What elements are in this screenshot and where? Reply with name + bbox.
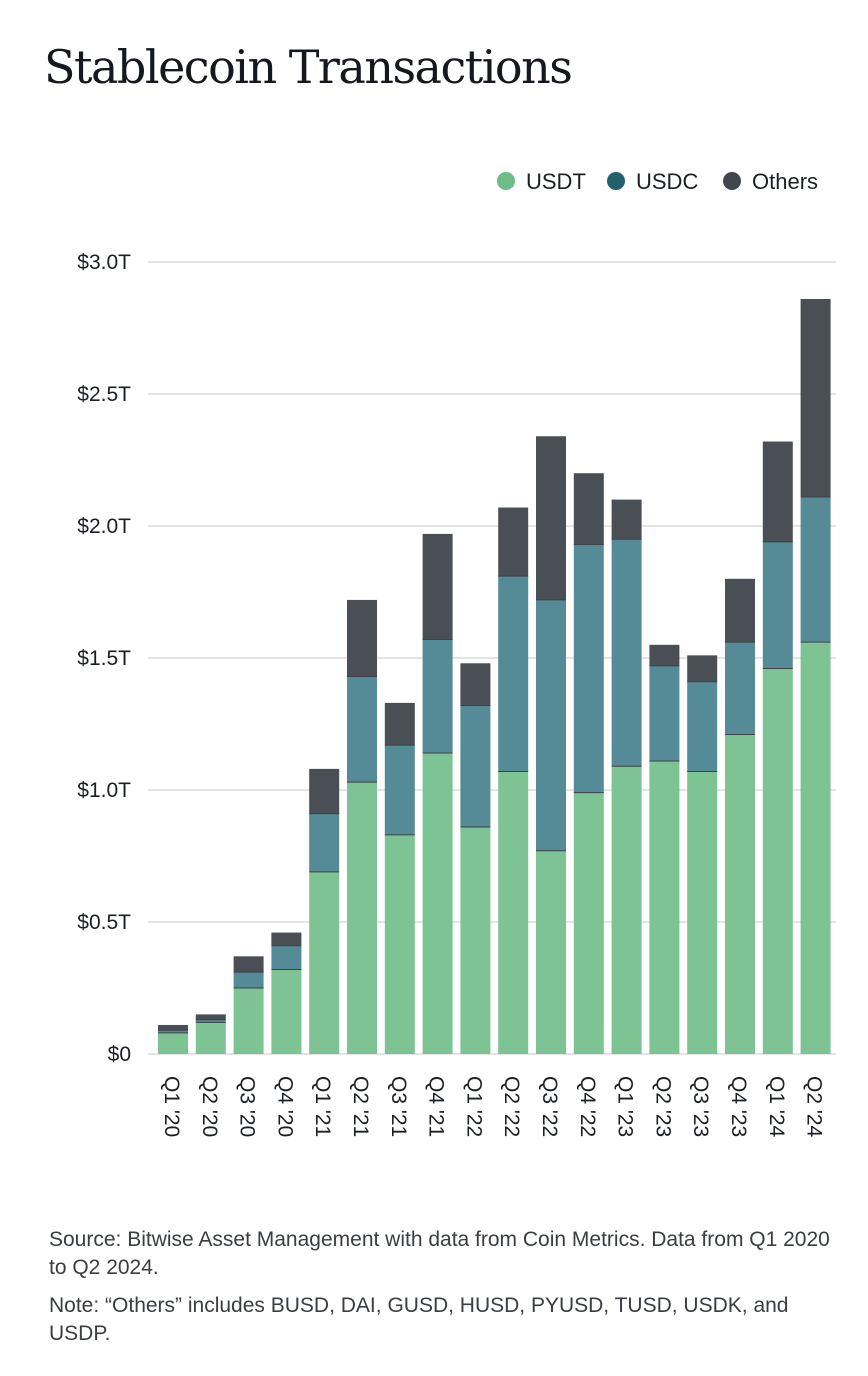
bar-segment-others xyxy=(271,932,302,946)
bar-segment-usdt xyxy=(725,734,755,1054)
legend-swatch-others xyxy=(723,172,741,190)
bar-segment-usdc xyxy=(536,599,566,851)
grid-lines: $0 $0.5T $1.0T $1.5T $2.0T $2.5T $3.0T xyxy=(77,251,836,1066)
bar-segment-usdc xyxy=(498,576,529,772)
x-tick-label: Q3 '23 xyxy=(689,1076,712,1137)
x-tick-label: Q4 '23 xyxy=(727,1076,750,1137)
bar-segment-others xyxy=(422,533,453,640)
bar-segment-others xyxy=(536,436,566,600)
bar-segment-others xyxy=(498,507,529,577)
y-tick-label: $0.5T xyxy=(77,911,131,934)
bar-segment-usdt xyxy=(309,871,340,1054)
bar-segment-others xyxy=(384,702,415,746)
x-tick-label: Q2 '22 xyxy=(500,1076,523,1137)
legend-label-usdc: USDC xyxy=(636,169,698,194)
bar-segment-usdt xyxy=(611,766,642,1054)
legend-swatch-usdc xyxy=(607,172,625,190)
stacked-bar-chart: USDT USDC Others $0 $0.5T $1.0T $1.5T $2.0T $2.… xyxy=(77,169,836,1138)
x-tick-label: Q1 '23 xyxy=(614,1076,637,1137)
bar-segment-usdt xyxy=(233,988,264,1054)
bar-segment-others xyxy=(233,956,264,973)
bar-segment-usdt xyxy=(460,826,491,1054)
bar-segment-usdc xyxy=(309,813,340,872)
legend-swatch-usdt xyxy=(497,172,515,190)
bar-segment-usdc xyxy=(573,544,604,793)
bar-segment-usdc xyxy=(725,642,755,735)
chart-notes: Source: Bitwise Asset Management with da… xyxy=(49,1226,839,1358)
chart-title: Stablecoin Transactions xyxy=(44,40,573,94)
bar-segment-others xyxy=(573,473,604,545)
bar-segment-usdt xyxy=(800,642,831,1054)
x-tick-label: Q3 '20 xyxy=(236,1076,259,1137)
bar-segment-others xyxy=(762,441,793,542)
source-note: Source: Bitwise Asset Management with da… xyxy=(49,1228,830,1279)
bar-segment-others xyxy=(309,768,340,814)
x-tick-label: Q3 '22 xyxy=(538,1076,561,1137)
bar-segment-usdt xyxy=(384,834,415,1054)
bar-segment-usdc xyxy=(195,1019,226,1023)
bar-segment-others xyxy=(195,1014,226,1020)
bar-segment-usdt xyxy=(687,771,718,1054)
x-tick-label: Q4 '21 xyxy=(425,1076,448,1137)
x-tick-label: Q1 '21 xyxy=(311,1076,334,1137)
bar-segment-usdt xyxy=(649,760,680,1054)
bar-segment-usdt xyxy=(536,850,566,1054)
bar-segment-others xyxy=(649,644,680,666)
x-tick-label: Q2 '24 xyxy=(803,1076,826,1138)
bar-segment-usdc xyxy=(271,945,302,970)
legend-label-others: Others xyxy=(752,169,818,194)
bars xyxy=(158,298,831,1054)
x-tick-label: Q4 '20 xyxy=(273,1076,296,1137)
bar-segment-usdc xyxy=(233,972,264,988)
y-tick-label: $1.0T xyxy=(77,779,131,802)
legend: USDT USDC Others xyxy=(497,169,818,194)
bar-segment-others xyxy=(725,578,755,643)
bar-segment-usdt xyxy=(573,792,604,1054)
legend-label-usdt: USDT xyxy=(526,169,586,194)
bar-segment-usdc xyxy=(384,745,415,835)
bar-segment-usdc xyxy=(611,539,642,767)
bar-segment-usdc xyxy=(800,496,831,643)
bar-segment-others xyxy=(800,298,831,497)
y-tick-label: $3.0T xyxy=(77,251,131,274)
bar-segment-others xyxy=(611,499,642,540)
y-tick-label: $2.0T xyxy=(77,515,131,538)
x-tick-label: Q3 '21 xyxy=(387,1076,410,1137)
bar-segment-usdc xyxy=(649,665,680,761)
x-tick-label: Q2 '20 xyxy=(198,1076,221,1137)
y-tick-label: $2.5T xyxy=(77,383,131,406)
bar-segment-usdt xyxy=(271,969,302,1054)
x-tick-label: Q1 '24 xyxy=(765,1076,788,1138)
bar-segment-usdt xyxy=(195,1022,226,1054)
bar-segment-usdt xyxy=(347,782,377,1054)
bar-segment-usdc xyxy=(460,705,491,827)
x-tick-label: Q4 '22 xyxy=(576,1076,599,1137)
bar-segment-usdt xyxy=(158,1032,188,1054)
bar-segment-others xyxy=(158,1024,188,1031)
bar-segment-usdt xyxy=(498,771,529,1054)
x-axis-labels: Q1 '20 Q2 '20 Q3 '20 Q4 '20 Q1 '21 Q2 '21 Q3 '… xyxy=(160,1076,826,1138)
bar-segment-usdc xyxy=(347,676,377,783)
bar-segment-usdc xyxy=(422,639,453,754)
bar-segment-usdc xyxy=(762,541,793,669)
x-tick-label: Q2 '21 xyxy=(349,1076,372,1137)
bar-segment-usdc xyxy=(158,1030,188,1033)
others-note: Note: “Others” includes BUSD, DAI, GUSD,… xyxy=(49,1294,789,1345)
x-tick-label: Q2 '23 xyxy=(651,1076,674,1137)
bar-segment-usdt xyxy=(762,668,793,1054)
bar-segment-others xyxy=(687,655,718,682)
y-tick-label: $0 xyxy=(108,1043,131,1066)
bar-segment-others xyxy=(460,663,491,706)
y-tick-label: $1.5T xyxy=(77,647,131,670)
bar-segment-others xyxy=(347,599,377,677)
x-tick-label: Q1 '22 xyxy=(462,1076,485,1137)
x-tick-label: Q1 '20 xyxy=(160,1076,183,1137)
bar-segment-usdc xyxy=(687,681,718,772)
bar-segment-usdt xyxy=(422,753,453,1054)
